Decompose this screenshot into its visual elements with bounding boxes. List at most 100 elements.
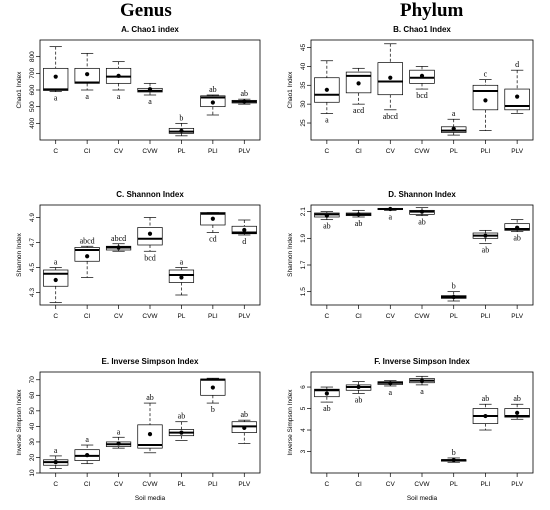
x-tick-label: CVW [414,481,430,488]
box-C: ab [314,386,340,413]
y-tick-label: 5 [300,406,307,410]
phylum-heading: Phylum [400,0,464,21]
chart-panel-2: B. Chao1 Index 25 30 35 40 45 Chao1 Index C CI CV… [287,25,534,155]
significance-letter: cd [209,235,217,244]
mean-point [324,87,329,92]
x-tick-label: PLI [481,481,491,488]
chart-panel-4: D. Shannon Index 1.5 1.7 1.9 2.1 Shannon Inde… [287,190,534,320]
box-CVW: bcd [137,217,163,262]
x-tick-label: PLI [208,481,218,488]
y-tick-label: 4.3 [29,288,36,297]
mean-point [419,209,425,214]
box-iqr [472,84,499,111]
mean-point [210,216,215,221]
y-tick-label: 4.7 [29,238,36,247]
significance-letter: c [484,70,488,79]
y-tick-label: 1.9 [300,233,307,242]
x-tick-label: CVW [414,313,430,320]
x-tick-label: C [325,313,330,320]
x-tick-label: PL [177,313,185,320]
significance-letter: a [180,258,184,267]
mean-point [242,227,247,233]
x-tick-label: CI [84,148,91,155]
y-tick-label: 700 [29,68,36,79]
box-PL: b [168,113,195,137]
significance-letter: a [54,94,58,103]
chart-title: F. Inverse Simpson Index [374,357,470,366]
box-PLV: d [504,60,530,114]
x-tick-label: C [325,481,330,488]
x-tick-label: PL [450,481,458,488]
significance-letter: a [54,258,58,267]
significance-letter: ab [482,246,490,255]
mean-point [116,441,121,446]
y-tick-label: 600 [29,84,36,95]
mean-point [388,206,393,212]
mean-point [483,98,488,103]
y-tick-label: 2.1 [300,207,307,216]
significance-letter: a [420,387,424,396]
significance-letter: ab [482,394,490,403]
significance-letter: a [148,97,152,106]
significance-letter: abcd [111,234,126,243]
mean-point [324,213,329,218]
mean-point [179,430,184,435]
box-PLI: b [200,377,226,414]
mean-point [356,384,361,390]
x-tick-label: PLV [511,313,523,320]
x-axis-label: Soil media [407,495,438,502]
x-tick-label: PLI [208,313,218,320]
significance-letter: acd [353,106,364,115]
box-CV: abcd [377,43,404,121]
significance-letter: b [211,405,215,414]
box-CI: ab [345,381,372,404]
significance-letter: a [452,109,456,118]
significance-letter: ab [513,234,521,243]
mean-point [515,225,520,230]
significance-letter: abcd [383,112,398,121]
box-CI: a [74,435,100,465]
y-axis-label: Shannon Index [287,232,294,276]
x-tick-label: CI [84,313,91,320]
box-iqr [137,424,163,449]
significance-letter: bcd [416,91,428,100]
significance-letter: d [515,60,519,69]
y-tick-label: 3 [300,449,307,453]
box-CV: a [105,61,132,101]
mean-point [419,378,425,383]
x-tick-label: PLI [481,148,491,155]
mean-point [53,277,58,283]
x-tick-label: C [53,148,58,155]
mean-point [85,254,90,259]
y-tick-label: 35 [300,81,307,89]
significance-letter: a [325,116,329,125]
mean-point [179,128,184,133]
mean-point [116,245,121,250]
x-tick-label: PL [450,148,458,155]
mean-point [388,75,393,80]
x-tick-label: C [325,148,330,155]
box-iqr [504,88,530,111]
chart-title: D. Shannon Index [388,190,456,199]
y-tick-label: 40 [29,422,36,430]
y-tick-label: 1.7 [300,260,307,269]
chart-title: C. Shannon Index [116,190,184,199]
box-C: a [43,446,69,469]
significance-letter: ab [355,395,363,404]
mean-point [515,410,520,415]
y-tick-label: 400 [29,118,36,129]
significance-letter: b [452,282,456,291]
significance-letter: ab [241,89,249,98]
y-tick-label: 45 [300,44,307,52]
chart-panel-5: E. Inverse Simpson Index 10 20 30 40 50 60 70 In… [16,357,261,502]
mean-point [85,72,90,77]
x-tick-label: CV [114,313,124,320]
mean-point [451,294,456,300]
box-C: a [314,60,340,125]
y-tick-label: 500 [29,101,36,112]
mean-point [483,233,488,238]
y-tick-label: 10 [29,469,36,477]
box-CV: a [377,380,404,397]
box-CVW: bcd [409,66,435,100]
